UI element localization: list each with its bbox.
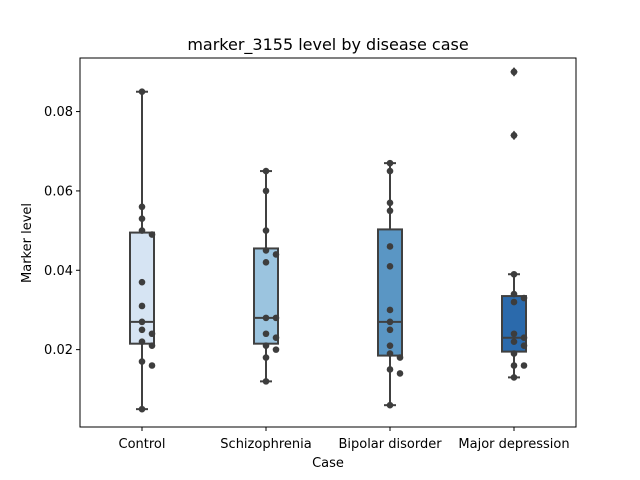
data-point — [396, 354, 404, 361]
x-tick-label: Schizophrenia — [220, 437, 311, 452]
x-tick-label: Bipolar disorder — [338, 437, 442, 452]
data-point — [386, 366, 394, 373]
x-tick-label: Control — [119, 437, 166, 452]
data-point — [262, 187, 270, 195]
chart-title: marker_3155 level by disease case — [187, 35, 468, 55]
data-point — [138, 278, 146, 286]
data-point — [138, 215, 146, 222]
data-point — [148, 342, 156, 349]
data-point — [510, 350, 518, 357]
data-point — [510, 330, 518, 338]
data-point — [520, 334, 528, 342]
y-tick-label: 0.06 — [44, 184, 73, 199]
data-point — [386, 318, 394, 326]
box-bipolar-disorder — [377, 228, 403, 357]
data-point — [386, 326, 394, 334]
data-point — [262, 378, 270, 385]
data-point — [272, 334, 280, 342]
data-point — [272, 314, 280, 322]
data-point — [510, 290, 518, 298]
y-tick-label: 0.08 — [44, 105, 73, 120]
x-tick-label: Major depression — [458, 437, 569, 452]
data-point — [386, 243, 394, 250]
data-point — [386, 167, 394, 175]
plot-area: 0.02 0.04 0.06 0.08 Control Schizophrenia Bipo… — [44, 57, 577, 452]
data-point — [510, 68, 518, 76]
data-point — [138, 203, 146, 211]
data-point — [520, 342, 528, 349]
data-point — [386, 306, 394, 314]
y-tick-label: 0.04 — [44, 264, 73, 279]
data-point — [510, 362, 518, 369]
data-point — [510, 270, 518, 278]
data-point — [138, 227, 146, 234]
axes-frame — [79, 57, 577, 428]
y-tick-label: 0.02 — [44, 343, 73, 358]
data-point — [396, 370, 404, 377]
data-point — [386, 342, 394, 349]
x-axis-label: Case — [312, 456, 344, 471]
data-point — [510, 374, 518, 381]
data-point — [138, 338, 146, 345]
data-point — [148, 231, 156, 238]
y-axis-label: Marker level — [20, 203, 35, 283]
data-point — [386, 401, 394, 409]
data-point — [386, 199, 394, 207]
data-point — [148, 330, 156, 338]
data-point — [272, 346, 280, 353]
data-point — [262, 227, 270, 234]
data-point — [138, 88, 146, 96]
data-point — [138, 358, 146, 365]
data-point — [138, 326, 146, 334]
data-point — [386, 159, 394, 167]
data-point — [510, 132, 518, 139]
data-point — [272, 251, 280, 258]
data-point — [262, 314, 270, 322]
data-point — [262, 259, 270, 266]
data-point — [520, 362, 528, 369]
data-point — [262, 167, 270, 175]
data-point — [262, 330, 270, 338]
data-point — [262, 354, 270, 361]
data-point — [138, 302, 146, 310]
data-point — [520, 294, 528, 302]
data-point — [138, 318, 146, 326]
data-point — [510, 298, 518, 306]
data-point — [510, 338, 518, 345]
data-point — [138, 405, 146, 413]
box-schizophrenia — [253, 247, 279, 345]
data-point — [386, 350, 394, 357]
data-point — [262, 247, 270, 254]
data-point — [262, 342, 270, 349]
data-point — [148, 362, 156, 369]
data-point — [386, 263, 394, 270]
data-point — [386, 207, 394, 215]
